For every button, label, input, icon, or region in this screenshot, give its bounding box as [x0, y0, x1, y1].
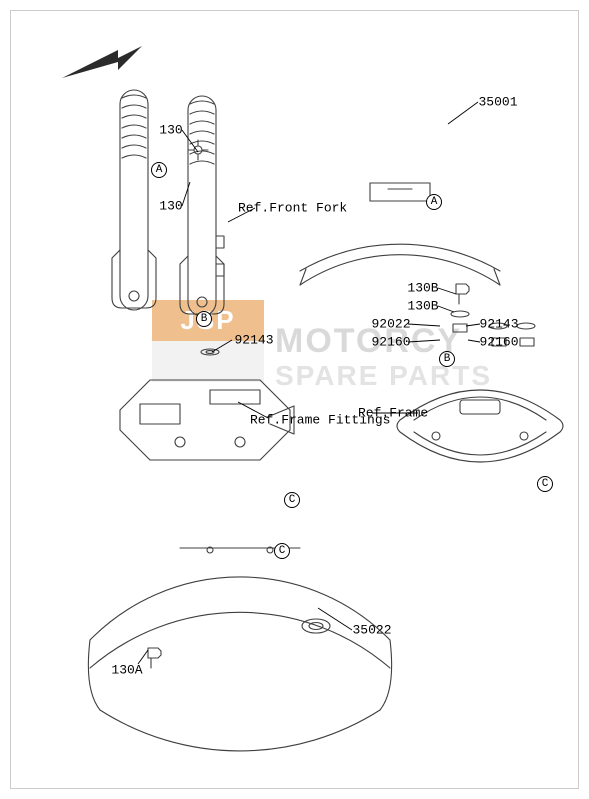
- circled-ref-a: A: [427, 195, 442, 210]
- callout-92022: 92022: [370, 318, 411, 331]
- callout-130: 130: [158, 124, 183, 137]
- svg-text:C: C: [542, 478, 549, 490]
- circled-ref-b: B: [440, 352, 455, 367]
- circled-ref-c: C: [285, 493, 300, 508]
- leader-line: [408, 340, 440, 342]
- svg-text:A: A: [156, 164, 163, 176]
- leader-line: [408, 324, 440, 326]
- callout-92143: 92143: [478, 318, 519, 331]
- callout-130b: 130B: [406, 282, 439, 295]
- ref-frame: Ref.Frame: [358, 406, 428, 421]
- circled-ref-c: C: [275, 544, 290, 559]
- circled-letters: A A B B C C C: [152, 163, 553, 559]
- callout-35022: 35022: [351, 624, 392, 637]
- line-art: A A B B C C C: [0, 0, 589, 799]
- callout-92160: 92160: [370, 336, 411, 349]
- leader-line: [438, 306, 454, 312]
- leader-line: [438, 288, 456, 294]
- part-front-fender: [300, 183, 500, 285]
- callout-130a: 130A: [110, 664, 143, 677]
- leader-lines: [138, 102, 480, 664]
- part-fork-left: [112, 90, 156, 310]
- circled-ref-c: C: [538, 477, 553, 492]
- callout-130b: 130B: [406, 300, 439, 313]
- svg-text:C: C: [279, 545, 286, 557]
- leader-line: [212, 340, 232, 352]
- direction-arrow-icon: [62, 46, 142, 78]
- callout-35001: 35001: [477, 96, 518, 109]
- diagram-canvas: JSP MOTORCY SPARE PARTS: [0, 0, 589, 799]
- callout-130: 130: [158, 200, 183, 213]
- callout-92143: 92143: [233, 334, 274, 347]
- leader-line: [448, 102, 478, 124]
- svg-text:C: C: [289, 494, 296, 506]
- part-rear-fender: [88, 547, 391, 751]
- callout-92160: 92160: [478, 336, 519, 349]
- circled-ref-a: A: [152, 163, 167, 178]
- svg-text:B: B: [201, 313, 208, 325]
- svg-text:B: B: [444, 353, 451, 365]
- svg-text:A: A: [431, 196, 438, 208]
- circled-ref-b: B: [197, 312, 212, 327]
- ref-front-fork: Ref.Front Fork: [238, 201, 347, 216]
- part-fork-right: [180, 96, 224, 316]
- part-hardware-stack-right: [451, 284, 469, 332]
- part-bolt-130A: [148, 648, 161, 668]
- leader-line: [182, 130, 198, 152]
- part-subframe-right: [397, 390, 563, 462]
